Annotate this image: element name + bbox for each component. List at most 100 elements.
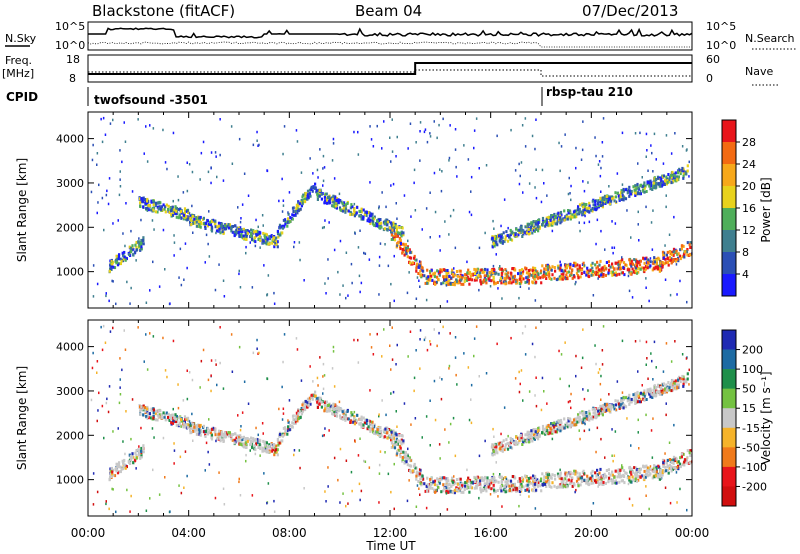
velocity-cell (408, 464, 411, 468)
velocity-cell (275, 444, 278, 448)
power-cell (499, 277, 502, 281)
velocity-cell (670, 469, 673, 473)
power-cell (215, 231, 217, 235)
velocity-cell (575, 479, 579, 483)
power-cell (409, 261, 412, 265)
power-cell (359, 290, 361, 294)
power-cell (231, 230, 234, 234)
power-cell (170, 213, 173, 217)
velocity-cell (561, 425, 564, 429)
velocity-cell (396, 343, 398, 347)
power-cell (551, 223, 554, 227)
velocity-cell (593, 415, 596, 419)
velocity-cell (591, 407, 594, 411)
power-cell (508, 276, 511, 280)
power-cell (473, 129, 476, 132)
power-cell (674, 132, 676, 135)
power-cell (206, 219, 209, 223)
velocity-cell (328, 407, 331, 411)
power-cell (244, 229, 247, 233)
power-y-axis-label: Slant Range [km] (15, 158, 29, 262)
power-cell (390, 282, 392, 286)
power-cell (259, 239, 262, 243)
velocity-cell (228, 431, 231, 435)
power-cell (442, 281, 445, 285)
velocity-cell (616, 475, 619, 479)
velocity-cell (652, 393, 655, 397)
velocity-cell (587, 414, 590, 418)
velocity-cell (266, 445, 269, 449)
power-cell (546, 220, 550, 224)
power-cell (631, 262, 634, 266)
power-cell (600, 229, 602, 233)
power-cell (515, 227, 518, 231)
power-cell (578, 212, 581, 216)
power-cell (668, 255, 672, 259)
power-cell (288, 191, 291, 194)
power-cell (551, 265, 554, 269)
power-cell (559, 260, 561, 264)
velocity-cell (111, 468, 115, 472)
power-cell (341, 209, 344, 213)
velocity-cell (429, 485, 432, 489)
velocity-cell (577, 416, 580, 420)
velocity-cell (440, 490, 443, 494)
power-cell (183, 207, 187, 211)
power-cell (565, 213, 568, 217)
power-cell (539, 271, 542, 275)
velocity-cell (682, 452, 685, 456)
velocity-cell (332, 402, 335, 406)
velocity-cell (608, 472, 611, 476)
velocity-cell (602, 405, 605, 409)
power-cell (393, 236, 396, 240)
velocity-cell (673, 383, 676, 387)
velocity-cell (296, 419, 299, 423)
power-cell (614, 273, 616, 277)
power-cell (492, 275, 495, 279)
velocity-cell (585, 414, 588, 418)
velocity-cell (547, 424, 550, 427)
velocity-cell (667, 381, 670, 384)
power-cell (383, 227, 386, 231)
velocity-cell (652, 378, 654, 381)
power-cell (677, 252, 680, 256)
velocity-cell (360, 415, 363, 419)
velocity-cell (465, 481, 468, 484)
velocity-cell (566, 472, 569, 476)
power-cell (144, 201, 147, 205)
power-cell (177, 198, 180, 202)
y-tick-label: 3000 (56, 177, 84, 190)
power-cell (243, 234, 246, 238)
power-cell (534, 299, 537, 302)
velocity-cell (550, 428, 553, 432)
velocity-cell (135, 456, 138, 460)
velocity-cell (606, 404, 609, 408)
power-cell (628, 258, 631, 262)
velocity-cell (510, 446, 514, 450)
power-cell (636, 260, 639, 264)
velocity-cell (259, 454, 261, 457)
power-cell (344, 203, 347, 207)
power-cell (662, 162, 665, 165)
power-cell (442, 275, 445, 279)
power-cell (541, 223, 544, 227)
power-cell (665, 253, 668, 257)
velocity-cell (167, 415, 170, 419)
power-cell (497, 272, 500, 276)
velocity-cell (532, 483, 535, 487)
power-cell (629, 260, 632, 264)
velocity-cell (264, 445, 267, 449)
velocity-cell (514, 441, 517, 445)
velocity-cell (140, 453, 143, 457)
velocity-cell (607, 468, 610, 472)
velocity-cell (644, 392, 647, 396)
velocity-cell (666, 469, 670, 472)
power-cell (553, 218, 555, 221)
power-cell (316, 198, 319, 201)
power-cell (188, 215, 191, 219)
power-cell (430, 274, 433, 278)
power-cell (132, 253, 135, 257)
power-cell (653, 186, 656, 189)
power-cell (628, 185, 631, 189)
